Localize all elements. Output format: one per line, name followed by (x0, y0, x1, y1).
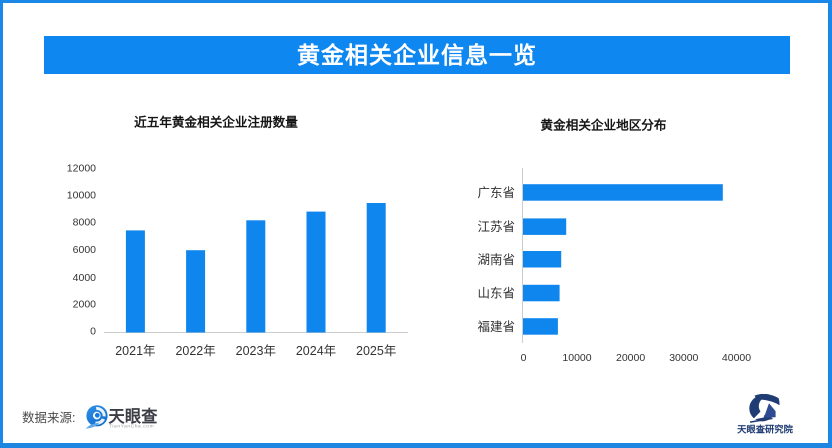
svg-text:12000: 12000 (67, 163, 96, 175)
svg-text:10000: 10000 (562, 352, 591, 364)
svg-text:0: 0 (90, 325, 96, 337)
svg-text:黄金相关企业地区分布: 黄金相关企业地区分布 (541, 118, 667, 133)
svg-text:4000: 4000 (73, 272, 97, 284)
svg-text:江苏省: 江苏省 (477, 219, 515, 234)
svg-text:6000: 6000 (73, 244, 97, 256)
svg-text:8000: 8000 (73, 217, 97, 229)
svg-text:近五年黄金相关企业注册数量: 近五年黄金相关企业注册数量 (134, 115, 298, 130)
svg-text:天眼查研究院: 天眼查研究院 (737, 424, 793, 435)
svg-text:0: 0 (521, 352, 527, 364)
svg-text:30000: 30000 (669, 352, 698, 364)
svg-text:2021年: 2021年 (115, 344, 155, 358)
svg-text:40000: 40000 (722, 352, 751, 364)
svg-text:2022年: 2022年 (175, 344, 215, 358)
svg-text:天眼查: 天眼查 (109, 407, 159, 426)
svg-text:福建省: 福建省 (477, 319, 515, 334)
svg-text:10000: 10000 (67, 190, 96, 202)
svg-text:广东省: 广东省 (477, 186, 515, 200)
svg-text:山东省: 山东省 (477, 287, 515, 301)
svg-text:2023年: 2023年 (236, 344, 276, 358)
svg-text:2024年: 2024年 (296, 344, 336, 358)
svg-text:2000: 2000 (73, 298, 97, 310)
svg-text:2025年: 2025年 (356, 344, 396, 358)
svg-text:TianYanCha.com: TianYanCha.com (109, 424, 154, 430)
svg-text:20000: 20000 (616, 352, 645, 364)
svg-text:湖南省: 湖南省 (477, 252, 515, 267)
